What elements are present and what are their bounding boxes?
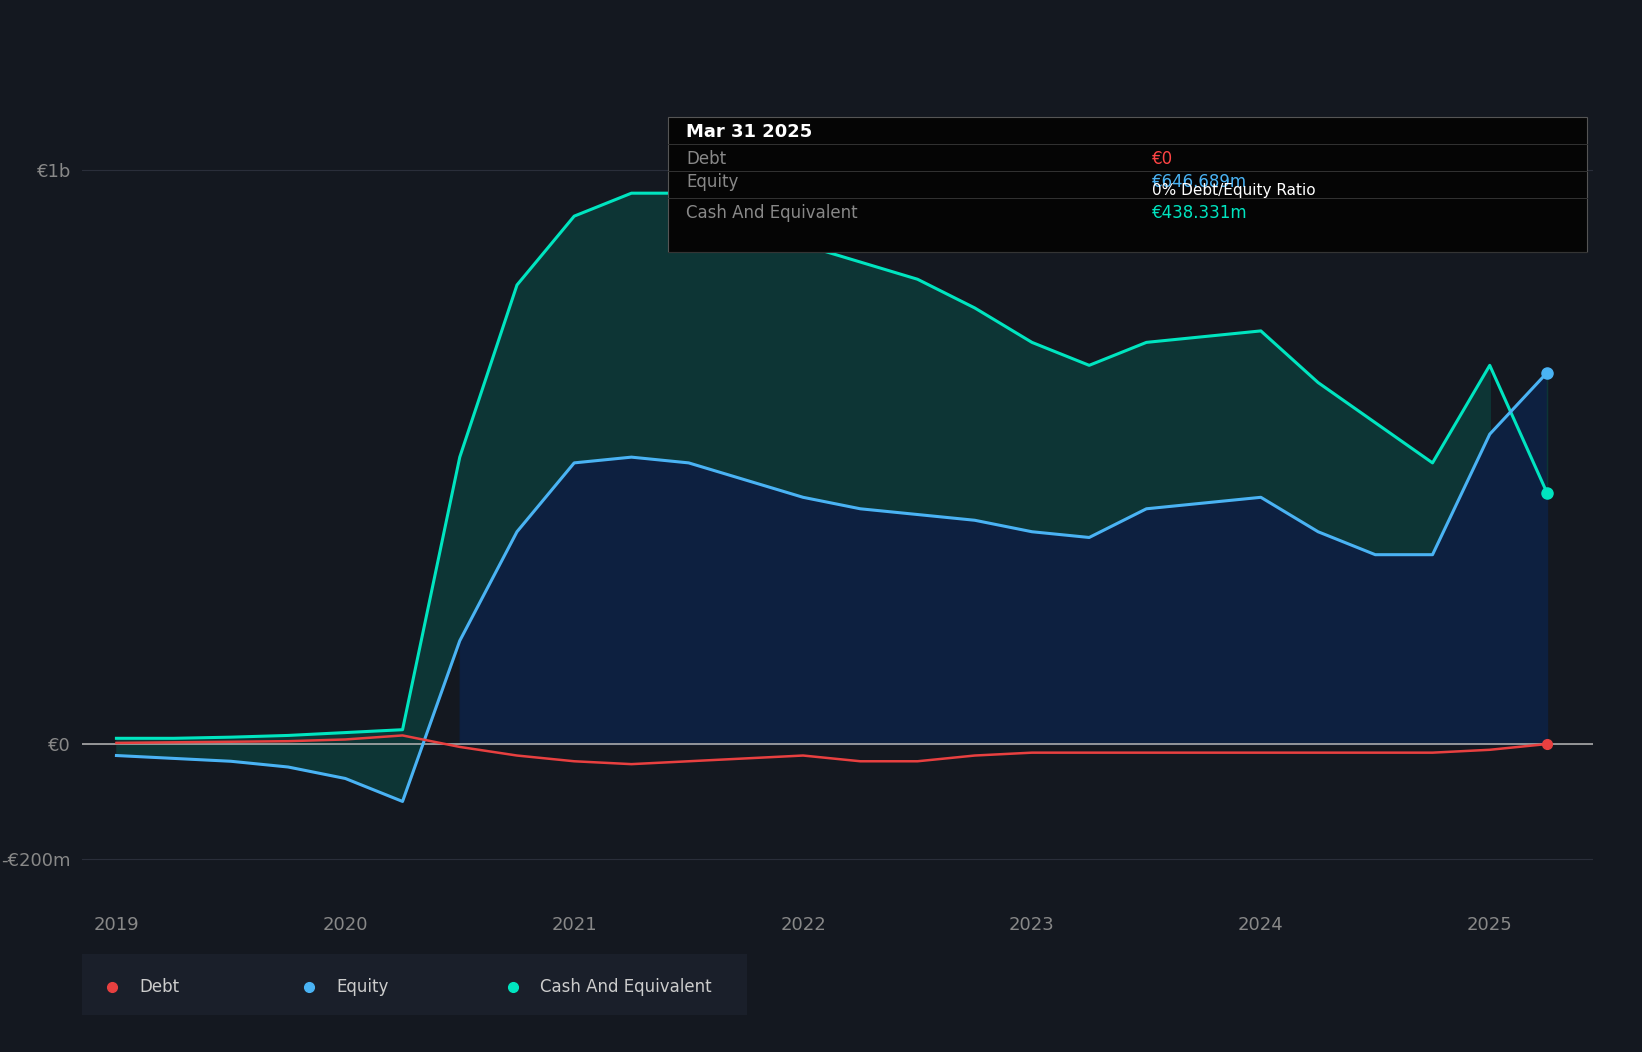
Text: €438.331m: €438.331m (1151, 204, 1248, 222)
Text: Cash And Equivalent: Cash And Equivalent (540, 977, 711, 996)
Text: Mar 31 2025: Mar 31 2025 (686, 123, 813, 141)
FancyBboxPatch shape (82, 954, 747, 1015)
Text: Equity: Equity (337, 977, 388, 996)
Text: €0: €0 (1151, 150, 1172, 168)
Text: €646.689m: €646.689m (1151, 173, 1246, 191)
Text: Debt: Debt (140, 977, 179, 996)
Text: Equity: Equity (686, 173, 739, 191)
Text: 0% Debt/Equity Ratio: 0% Debt/Equity Ratio (1151, 183, 1315, 198)
FancyBboxPatch shape (668, 117, 1586, 252)
Text: Cash And Equivalent: Cash And Equivalent (686, 204, 859, 222)
Text: Debt: Debt (686, 150, 726, 168)
